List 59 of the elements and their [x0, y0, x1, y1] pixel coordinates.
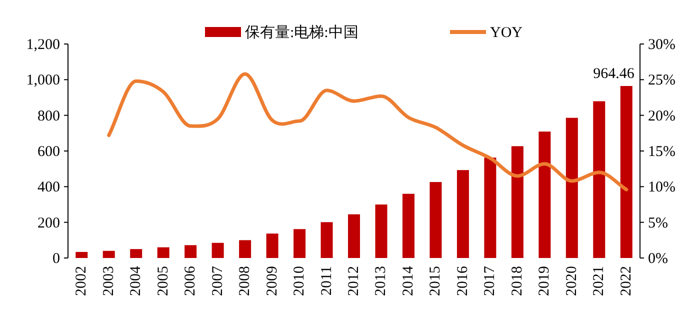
bar [130, 249, 142, 258]
x-tick-label: 2012 [346, 266, 362, 296]
bar [76, 252, 88, 258]
bar [402, 194, 414, 258]
bar [620, 86, 632, 258]
bar [239, 240, 252, 258]
y2-tick-label: 20% [648, 108, 676, 124]
x-tick-label: 2016 [454, 266, 471, 296]
y2-tick-label: 15% [648, 144, 676, 160]
x-tick-label: 2004 [128, 266, 144, 296]
x-tick-label: 2013 [373, 266, 390, 296]
data-label: 964.46 [593, 66, 635, 82]
bar [157, 247, 170, 258]
bar [511, 146, 524, 258]
x-tick-label: 2020 [564, 266, 580, 296]
x-tick-label: 2018 [509, 266, 526, 296]
x-tick-label: 2003 [100, 266, 117, 296]
y-tick-label: 0 [52, 251, 60, 267]
y2-tick-label: 5% [648, 215, 668, 232]
bar [484, 158, 496, 258]
x-tick-label: 2015 [428, 266, 444, 296]
legend-label: 保有量:电梯:中国 [245, 24, 358, 41]
bar [430, 182, 442, 258]
x-tick-label: 2014 [400, 266, 416, 296]
bar [593, 101, 606, 258]
y2-tick-label: 0% [648, 251, 668, 267]
bar [212, 242, 224, 258]
x-tick-label: 2017 [482, 266, 498, 296]
x-tick-label: 2011 [318, 266, 335, 296]
bar [102, 250, 115, 258]
bar [538, 132, 551, 258]
y2-tick-label: 30% [648, 37, 676, 53]
bar [566, 118, 578, 258]
x-tick-label: 2009 [264, 266, 280, 296]
bar [348, 214, 360, 258]
bar [294, 229, 306, 258]
x-tick-label: 2019 [536, 266, 553, 296]
y-tick-label: 600 [38, 144, 60, 160]
x-tick-label: 2002 [74, 266, 90, 296]
x-tick-label: 2008 [237, 266, 254, 296]
y-tick-label: 800 [38, 108, 60, 124]
y2-tick-label: 25% [648, 72, 676, 89]
x-tick-label: 2021 [591, 266, 608, 296]
y-tick-label: 1,200 [26, 37, 60, 53]
bar [266, 234, 278, 258]
legend-label: YOY [490, 25, 523, 41]
bar [375, 204, 388, 258]
x-tick-label: 2007 [210, 266, 226, 296]
x-tick-label: 2022 [618, 266, 634, 296]
x-tick-label: 2010 [292, 266, 308, 296]
bar [456, 170, 469, 258]
bar [320, 222, 333, 258]
x-tick-label: 2005 [155, 266, 172, 296]
y-tick-label: 200 [38, 215, 60, 232]
y-tick-label: 400 [38, 180, 60, 196]
y-tick-label: 1,000 [26, 72, 60, 89]
bar [184, 245, 197, 258]
x-tick-label: 2006 [182, 266, 199, 296]
y2-tick-label: 10% [648, 180, 676, 196]
